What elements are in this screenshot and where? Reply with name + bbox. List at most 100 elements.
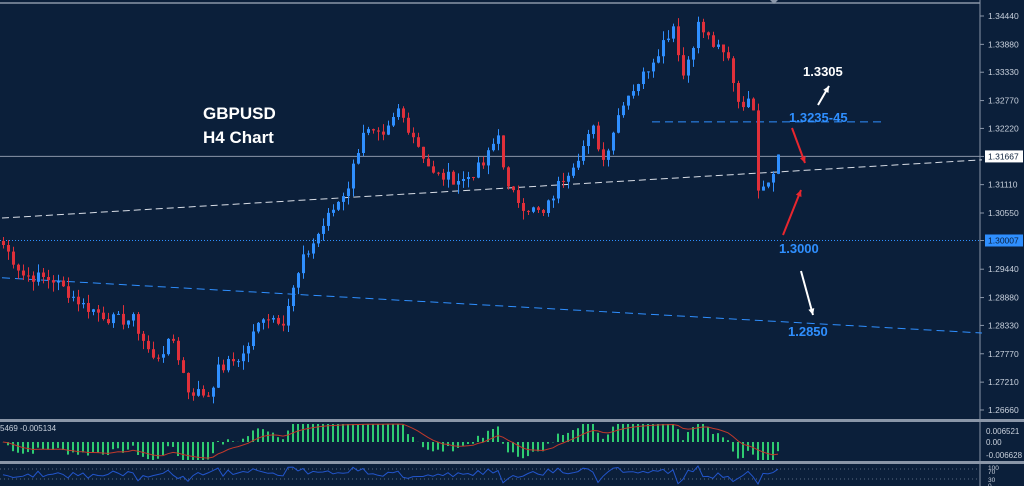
candle-body (642, 71, 645, 85)
macd-bar (92, 442, 94, 453)
macd-bar (312, 424, 314, 442)
macd-bar (37, 442, 39, 448)
macd-bar (137, 442, 139, 455)
candle-body (687, 59, 690, 76)
candle-body (477, 162, 480, 178)
macd-bar (227, 439, 229, 442)
candle-body (207, 395, 210, 397)
candle-body (622, 105, 625, 116)
macd-bar (302, 424, 304, 442)
candle-body (667, 38, 670, 41)
candle-body (457, 181, 460, 185)
oscillator-tick-label: 0 (988, 483, 992, 486)
macd-bar (572, 430, 574, 442)
candle-body (727, 52, 730, 59)
candle-body (42, 272, 45, 278)
candle-body (752, 98, 755, 111)
macd-bar (392, 424, 394, 442)
macd-bar (342, 424, 344, 442)
macd-bar (667, 424, 669, 442)
macd-bar (277, 437, 279, 442)
candle-body (22, 270, 25, 276)
arrow-up-red-icon-head (795, 190, 802, 197)
macd-bar (747, 442, 749, 451)
candle-body (747, 98, 750, 108)
macd-bar (62, 442, 64, 451)
macd-bar (497, 426, 499, 442)
macd-bar (127, 442, 129, 450)
macd-bar (592, 424, 594, 442)
candle-body (87, 302, 90, 312)
macd-bar (297, 424, 299, 442)
candle-body (467, 177, 470, 179)
candle-body (652, 62, 655, 72)
candle-body (487, 150, 490, 166)
candle-body (682, 55, 685, 76)
macd-bar (122, 442, 124, 453)
candle-body (292, 287, 295, 307)
candle-body (677, 26, 680, 56)
candle-body (82, 302, 85, 305)
macd-bar (172, 442, 174, 447)
macd-bar (742, 442, 744, 458)
candle-body (147, 340, 150, 350)
macd-bar (337, 424, 339, 442)
macd-bar (727, 440, 729, 442)
candle-body (302, 254, 305, 274)
macd-bar (587, 424, 589, 442)
macd-bar (57, 442, 59, 448)
macd-bar (672, 424, 674, 442)
candle-body (177, 340, 180, 361)
candle-body (732, 58, 735, 83)
candle-body (167, 338, 170, 355)
candle-body (672, 26, 675, 39)
macd-bar (102, 442, 104, 455)
candle-body (37, 272, 40, 282)
macd-bar (152, 442, 154, 460)
candle-body (502, 135, 505, 168)
candle-body (282, 323, 285, 326)
candle-body (717, 44, 720, 47)
macd-bar (607, 434, 609, 442)
macd-bar (412, 436, 414, 442)
candle-body (517, 190, 520, 203)
macd-bar (322, 424, 324, 442)
macd-bar (327, 424, 329, 442)
candle-body (342, 196, 345, 202)
macd-bar (202, 442, 204, 460)
macd-bar (17, 442, 19, 453)
macd-bar (757, 442, 759, 460)
trendline (1, 159, 983, 219)
candle-body (662, 40, 665, 57)
oscillator-tick-label: 100 (988, 465, 999, 472)
candle-body (542, 209, 545, 213)
candle-body (532, 207, 535, 212)
candle-body (267, 319, 270, 321)
candle-body (92, 309, 95, 312)
macd-bar (217, 441, 219, 442)
macd-bar (112, 442, 114, 450)
candle-body (202, 389, 205, 396)
price-tick-label: 1.30007 (988, 235, 1019, 245)
candle-body (312, 243, 315, 254)
macd-bar (597, 432, 599, 442)
macd-bar (282, 439, 284, 442)
candle-body (52, 280, 55, 283)
candle-body (572, 167, 575, 176)
candle-body (562, 180, 565, 182)
annotation-1.3000: 1.3000 (779, 241, 819, 256)
candle-body (12, 251, 15, 265)
macd-bar (387, 424, 389, 442)
macd-bar (212, 442, 214, 454)
macd-bar (647, 424, 649, 442)
macd-bar (42, 442, 44, 450)
candle-body (702, 21, 705, 33)
macd-bar (767, 442, 769, 460)
candle-body (612, 132, 615, 151)
candle-body (452, 171, 455, 185)
macd-header: 5469 -0.005134 (0, 424, 57, 433)
candle-body (537, 207, 540, 210)
macd-bar (242, 438, 244, 442)
candle-body (437, 172, 440, 174)
